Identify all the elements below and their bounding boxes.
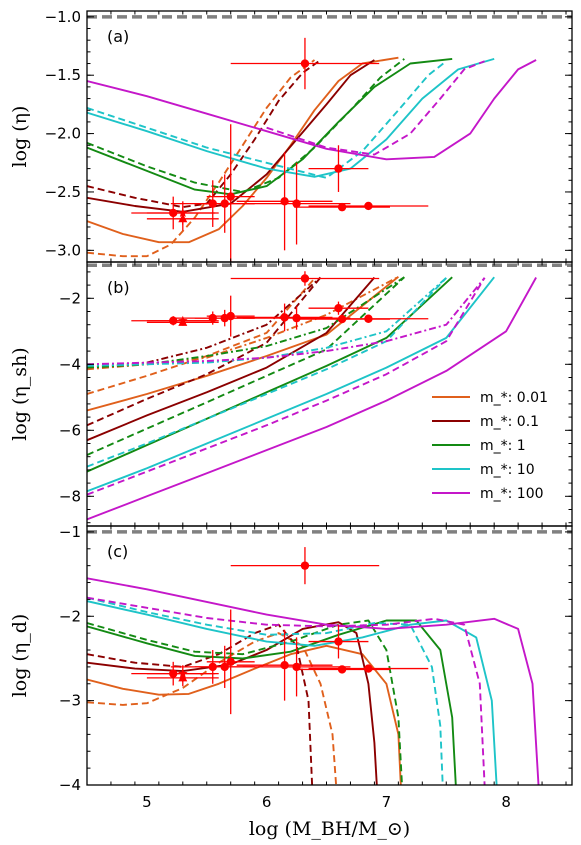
panel-1-marks	[87, 263, 572, 521]
series-line-10-dashed	[87, 596, 444, 785]
legend-label: m_*: 100	[480, 486, 544, 502]
y-axis-label: log (η_sh)	[9, 347, 31, 440]
y-tick-label: −1	[59, 523, 81, 541]
y-tick-label: −2	[59, 289, 81, 307]
series-line-0_1-solid	[87, 621, 378, 785]
series-line-100-solid	[87, 577, 540, 785]
panel-frame	[86, 525, 573, 786]
panel-0-marks	[87, 15, 572, 262]
series-line-1-dashed	[87, 619, 403, 785]
y-tick-label: −8	[59, 487, 81, 505]
y-tick-label: −2.0	[45, 125, 81, 143]
panel-frame	[86, 10, 573, 263]
series-line-0_01-solid	[87, 276, 399, 412]
legend: m_*: 0.01 m_*: 0.1 m_*: 1 m_*: 10 m_*: 100	[432, 390, 548, 502]
legend-label: m_*: 0.1	[480, 414, 539, 430]
y-tick-label: −1.0	[45, 8, 81, 26]
data-point	[220, 662, 229, 672]
x-tick-label: 7	[382, 793, 392, 811]
series-line-1-dashed	[87, 58, 405, 193]
data-point	[334, 304, 343, 313]
series-line-100-solid	[87, 59, 537, 161]
data-point	[300, 561, 310, 570]
y-tick-label: −3.0	[45, 241, 81, 259]
y-tick-label: −3	[59, 692, 81, 710]
data-point	[334, 637, 343, 646]
series-line-10-solid	[87, 600, 498, 785]
series-line-0_1-solid	[87, 59, 375, 213]
series-line-10-dashdot	[87, 277, 447, 367]
x-tick-label: 6	[262, 793, 272, 811]
data-point	[364, 664, 373, 673]
y-tick-label: −2.5	[45, 183, 81, 201]
y-tick-label: −1.5	[45, 66, 81, 84]
series-line-10-dashed	[87, 60, 447, 179]
series-line-10-solid	[87, 57, 495, 178]
panel-label: (b)	[107, 278, 130, 297]
series-line-100-dashed	[87, 596, 486, 785]
legend-label: m_*: 0.01	[480, 390, 548, 406]
data-point	[292, 199, 301, 208]
series-line-0_1-dashdot	[87, 276, 322, 369]
series-line-0_01-solid	[87, 56, 399, 244]
series-line-1-dashed	[87, 276, 405, 456]
x-tick-label: 8	[501, 793, 511, 811]
y-tick-label: −4	[59, 355, 81, 373]
x-tick-label: 5	[142, 793, 152, 811]
data-point	[226, 192, 235, 201]
data-point	[292, 313, 301, 323]
y-axis-label: log (η_d)	[9, 614, 31, 698]
plot-text: −3.0 −2.5 −2.0 −1.5 −1.0 (a) log (η) −8 −6 −4 −2 (b…	[9, 8, 548, 840]
legend-label: m_*: 1	[480, 438, 526, 454]
legend-label: m_*: 10	[480, 462, 535, 478]
panel-label: (c)	[107, 542, 128, 561]
series-line-10-dashed	[87, 277, 447, 468]
series-line-0_01-dashed	[87, 59, 316, 258]
series-line-100-dashdot	[87, 277, 486, 366]
data-point	[220, 199, 229, 208]
series-line-0_1-solid	[87, 276, 376, 442]
series-line-0_01-solid	[87, 644, 402, 785]
series-line-100-solid	[87, 277, 537, 521]
data-point	[280, 313, 289, 322]
data-point	[280, 661, 289, 670]
plot-frames	[86, 10, 573, 786]
data-point	[364, 201, 373, 211]
series-line-100-dashed	[87, 277, 486, 496]
y-tick-label: −4	[59, 776, 81, 794]
data-point	[226, 311, 235, 321]
y-tick-label: −6	[59, 421, 81, 439]
plot-content	[87, 15, 572, 785]
data-point	[337, 665, 347, 674]
panel-label: (a)	[107, 27, 129, 46]
data-point	[364, 314, 373, 323]
panel-2-marks	[87, 530, 572, 785]
data-point	[300, 274, 310, 283]
data-point	[226, 657, 235, 667]
series-line-100-dashed	[266, 60, 485, 156]
data-point	[300, 59, 310, 68]
data-point	[178, 668, 188, 678]
data-point	[178, 315, 188, 325]
y-tick-label: −2	[59, 607, 81, 625]
data-point	[178, 208, 188, 217]
series-line-10-solid	[87, 276, 495, 493]
y-axis-label: log (η)	[9, 106, 31, 168]
x-axis-label: log (M_BH/M_⊙)	[249, 818, 410, 840]
data-point	[337, 202, 347, 212]
series-line-1-solid	[87, 276, 453, 473]
data-point	[334, 164, 343, 173]
